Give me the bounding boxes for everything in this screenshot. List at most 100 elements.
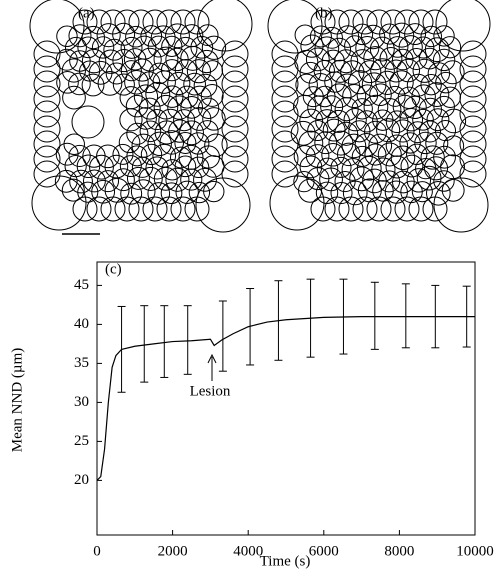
cell	[313, 59, 335, 82]
cell	[314, 131, 338, 155]
cell	[330, 156, 352, 178]
cell	[179, 120, 204, 146]
y-tick-label: 30	[74, 394, 89, 410]
x-tick-label: 6000	[309, 543, 339, 559]
annotation: Lesion	[190, 383, 231, 399]
cell	[175, 180, 199, 204]
cell	[196, 120, 219, 143]
cell	[404, 23, 427, 46]
cell	[128, 9, 154, 35]
cell	[322, 118, 346, 142]
cell	[355, 36, 380, 61]
cell	[298, 178, 323, 203]
cell	[315, 181, 339, 204]
cell	[33, 70, 61, 98]
cell	[77, 181, 99, 203]
error-bar	[117, 305, 126, 393]
cell	[386, 36, 409, 58]
cell	[379, 23, 401, 45]
cell	[422, 196, 448, 222]
cell	[104, 177, 130, 203]
cell	[64, 36, 87, 59]
cell	[167, 71, 191, 96]
cell	[180, 168, 203, 191]
cell	[174, 132, 197, 154]
data-line	[96, 316, 475, 481]
cell	[187, 106, 212, 131]
cell	[299, 155, 323, 179]
cell	[156, 196, 182, 222]
cell	[138, 166, 163, 191]
cell	[97, 70, 123, 96]
cell	[403, 95, 427, 120]
cell	[369, 83, 392, 107]
cell	[328, 130, 354, 156]
cell	[203, 180, 225, 203]
cell	[33, 55, 61, 83]
cell	[399, 107, 424, 132]
cell	[425, 131, 449, 155]
cell	[391, 119, 415, 143]
cell	[187, 132, 210, 155]
cell	[120, 60, 142, 82]
cell	[426, 180, 451, 206]
cell	[140, 25, 163, 47]
error-bar	[140, 305, 149, 383]
cell	[147, 182, 171, 205]
cell	[459, 130, 487, 158]
cell	[180, 96, 204, 119]
cell	[400, 180, 423, 204]
cell	[221, 160, 249, 188]
cell	[385, 110, 409, 134]
cell	[299, 108, 324, 133]
cell	[159, 130, 185, 155]
cell	[81, 48, 107, 74]
cell	[295, 73, 318, 97]
cell	[124, 70, 149, 95]
cell	[133, 84, 159, 109]
cell	[54, 169, 78, 193]
error-bar	[370, 281, 379, 350]
cell	[221, 55, 249, 83]
cell	[33, 85, 61, 113]
cell	[298, 130, 324, 156]
cell	[300, 34, 324, 58]
cell	[422, 9, 448, 35]
cell	[361, 72, 387, 97]
cell-diagrams	[29, 0, 491, 233]
cell	[160, 182, 183, 205]
cell	[379, 47, 403, 70]
cell	[440, 154, 465, 180]
cell	[61, 58, 86, 83]
error-bar	[339, 278, 348, 355]
cell	[427, 62, 451, 85]
cell	[221, 130, 249, 158]
cell	[305, 47, 330, 72]
cell	[418, 120, 441, 143]
cell	[202, 107, 226, 131]
cell	[440, 60, 465, 85]
cell	[357, 178, 382, 203]
cell	[369, 36, 395, 62]
cell	[221, 100, 249, 128]
cell	[424, 82, 450, 108]
cell	[221, 40, 249, 68]
panel-label: (a)	[78, 5, 95, 21]
cell	[31, 175, 87, 231]
cell	[380, 196, 406, 222]
cell	[294, 49, 319, 74]
error-bar	[274, 280, 283, 361]
cell	[349, 166, 375, 192]
cell	[435, 0, 491, 52]
cell	[170, 196, 196, 222]
cell	[271, 70, 299, 98]
cell	[72, 196, 98, 222]
cell	[412, 108, 434, 131]
cell	[375, 70, 400, 95]
cell	[187, 156, 210, 179]
plot-frame	[96, 261, 476, 536]
cell	[358, 60, 382, 84]
cell	[72, 9, 98, 35]
cell	[385, 155, 409, 179]
cell	[180, 45, 206, 71]
